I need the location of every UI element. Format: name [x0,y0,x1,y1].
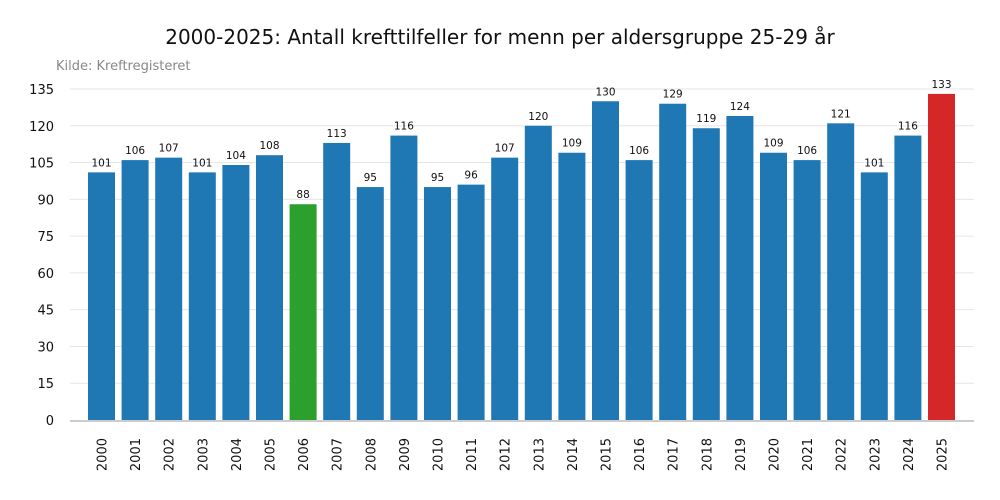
y-tick-label: 45 [37,304,54,319]
x-tick-label: 2009 [398,438,413,471]
x-tick-label: 2019 [734,438,749,471]
x-tick-label: 2016 [633,438,648,471]
bar-2003 [188,172,216,420]
bar-2014 [558,152,586,420]
x-tick-label: 2024 [902,438,917,471]
data-label: 116 [898,121,918,133]
chart-source: Kilde: Kreftregisteret [56,59,191,74]
data-label: 101 [864,157,884,169]
bar-2024 [894,135,922,420]
data-label: 130 [595,86,615,98]
x-tick-label: 2006 [297,438,312,471]
x-tick-label: 2000 [96,438,111,471]
bar-2023 [860,172,888,420]
x-tick-label: 2018 [700,438,715,471]
y-tick-label: 0 [46,414,54,429]
x-tick-label: 2005 [264,438,279,471]
y-tick-label: 105 [29,157,54,172]
bar-2021 [793,160,821,420]
bar-2000 [88,172,115,420]
data-label: 109 [763,138,783,150]
x-tick-label: 2017 [667,438,682,471]
y-tick-label: 15 [37,377,54,392]
x-tick-label: 2003 [196,438,211,471]
data-label: 106 [797,145,817,157]
bar-2020 [760,152,787,420]
data-label: 104 [226,150,246,162]
data-label: 120 [528,111,548,123]
bar-2017 [659,103,687,420]
bar-2012 [491,157,519,420]
data-label: 106 [125,145,145,157]
data-label: 133 [931,79,951,91]
data-label: 101 [192,157,212,169]
x-tick-label: 2004 [230,438,245,471]
x-tick-label: 2023 [868,438,883,471]
bar-2001 [121,160,149,420]
bar-2025 [928,93,955,421]
y-tick-label: 135 [29,83,54,98]
x-tick-label: 2013 [532,438,547,471]
bar-2011 [457,184,485,420]
x-tick-label: 2001 [129,438,144,471]
y-tick-label: 30 [37,340,54,355]
x-tick-label: 2025 [936,438,951,471]
x-tick-label: 2008 [364,438,379,471]
y-tick-label: 120 [29,120,54,135]
y-tick-label: 90 [37,193,54,208]
bar-2018 [692,128,720,421]
bar-2007 [323,142,351,420]
bar-2004 [222,165,250,420]
bar-2005 [256,155,283,420]
x-tick-label: 2022 [835,438,850,471]
data-label: 113 [327,128,347,140]
data-label: 129 [663,89,683,101]
bar-2016 [625,160,653,420]
x-tick-label: 2011 [465,438,480,471]
data-label: 119 [696,113,716,125]
bar-2010 [424,187,451,420]
data-label: 95 [431,172,444,184]
bar-2015 [592,101,619,420]
x-tick-label: 2012 [499,438,514,471]
x-tick-label: 2002 [163,438,178,471]
x-tick-label: 2014 [566,438,581,471]
data-label: 88 [296,189,309,201]
data-label: 124 [730,101,750,113]
x-tick-label: 2007 [331,438,346,471]
x-tick-label: 2020 [768,438,783,471]
chart-title: 2000-2025: Antall krefttilfeller for men… [165,25,835,49]
bar-2008 [356,187,384,420]
data-label: 109 [562,138,582,150]
grid-lines [70,88,974,384]
x-tick-label: 2015 [600,438,615,471]
data-label: 106 [629,145,649,157]
bar-2006 [289,204,317,420]
x-tick-label: 2021 [801,438,816,471]
data-label: 108 [259,140,279,152]
data-label: 96 [464,170,478,182]
bar-2002 [155,157,183,420]
data-label: 101 [91,157,111,169]
axes: 0 15 30 45 60 75 90 105 120 135 2000 2001 2002 2003 20… [29,83,974,471]
data-label: 95 [364,172,377,184]
bar-2013 [524,125,552,421]
bar-2019 [726,115,754,420]
bar-2022 [827,123,855,420]
data-label: 116 [394,121,414,133]
y-tick-label: 60 [37,267,54,282]
x-tick-label: 2010 [432,438,447,471]
bars: 101 106 107 101 104 108 88 113 95 116 95 96 107 120 10… [88,79,955,421]
bar-2009 [390,135,418,420]
data-label: 107 [159,143,179,155]
data-label: 121 [831,108,851,120]
y-tick-label: 75 [37,230,54,245]
data-label: 107 [495,143,515,155]
